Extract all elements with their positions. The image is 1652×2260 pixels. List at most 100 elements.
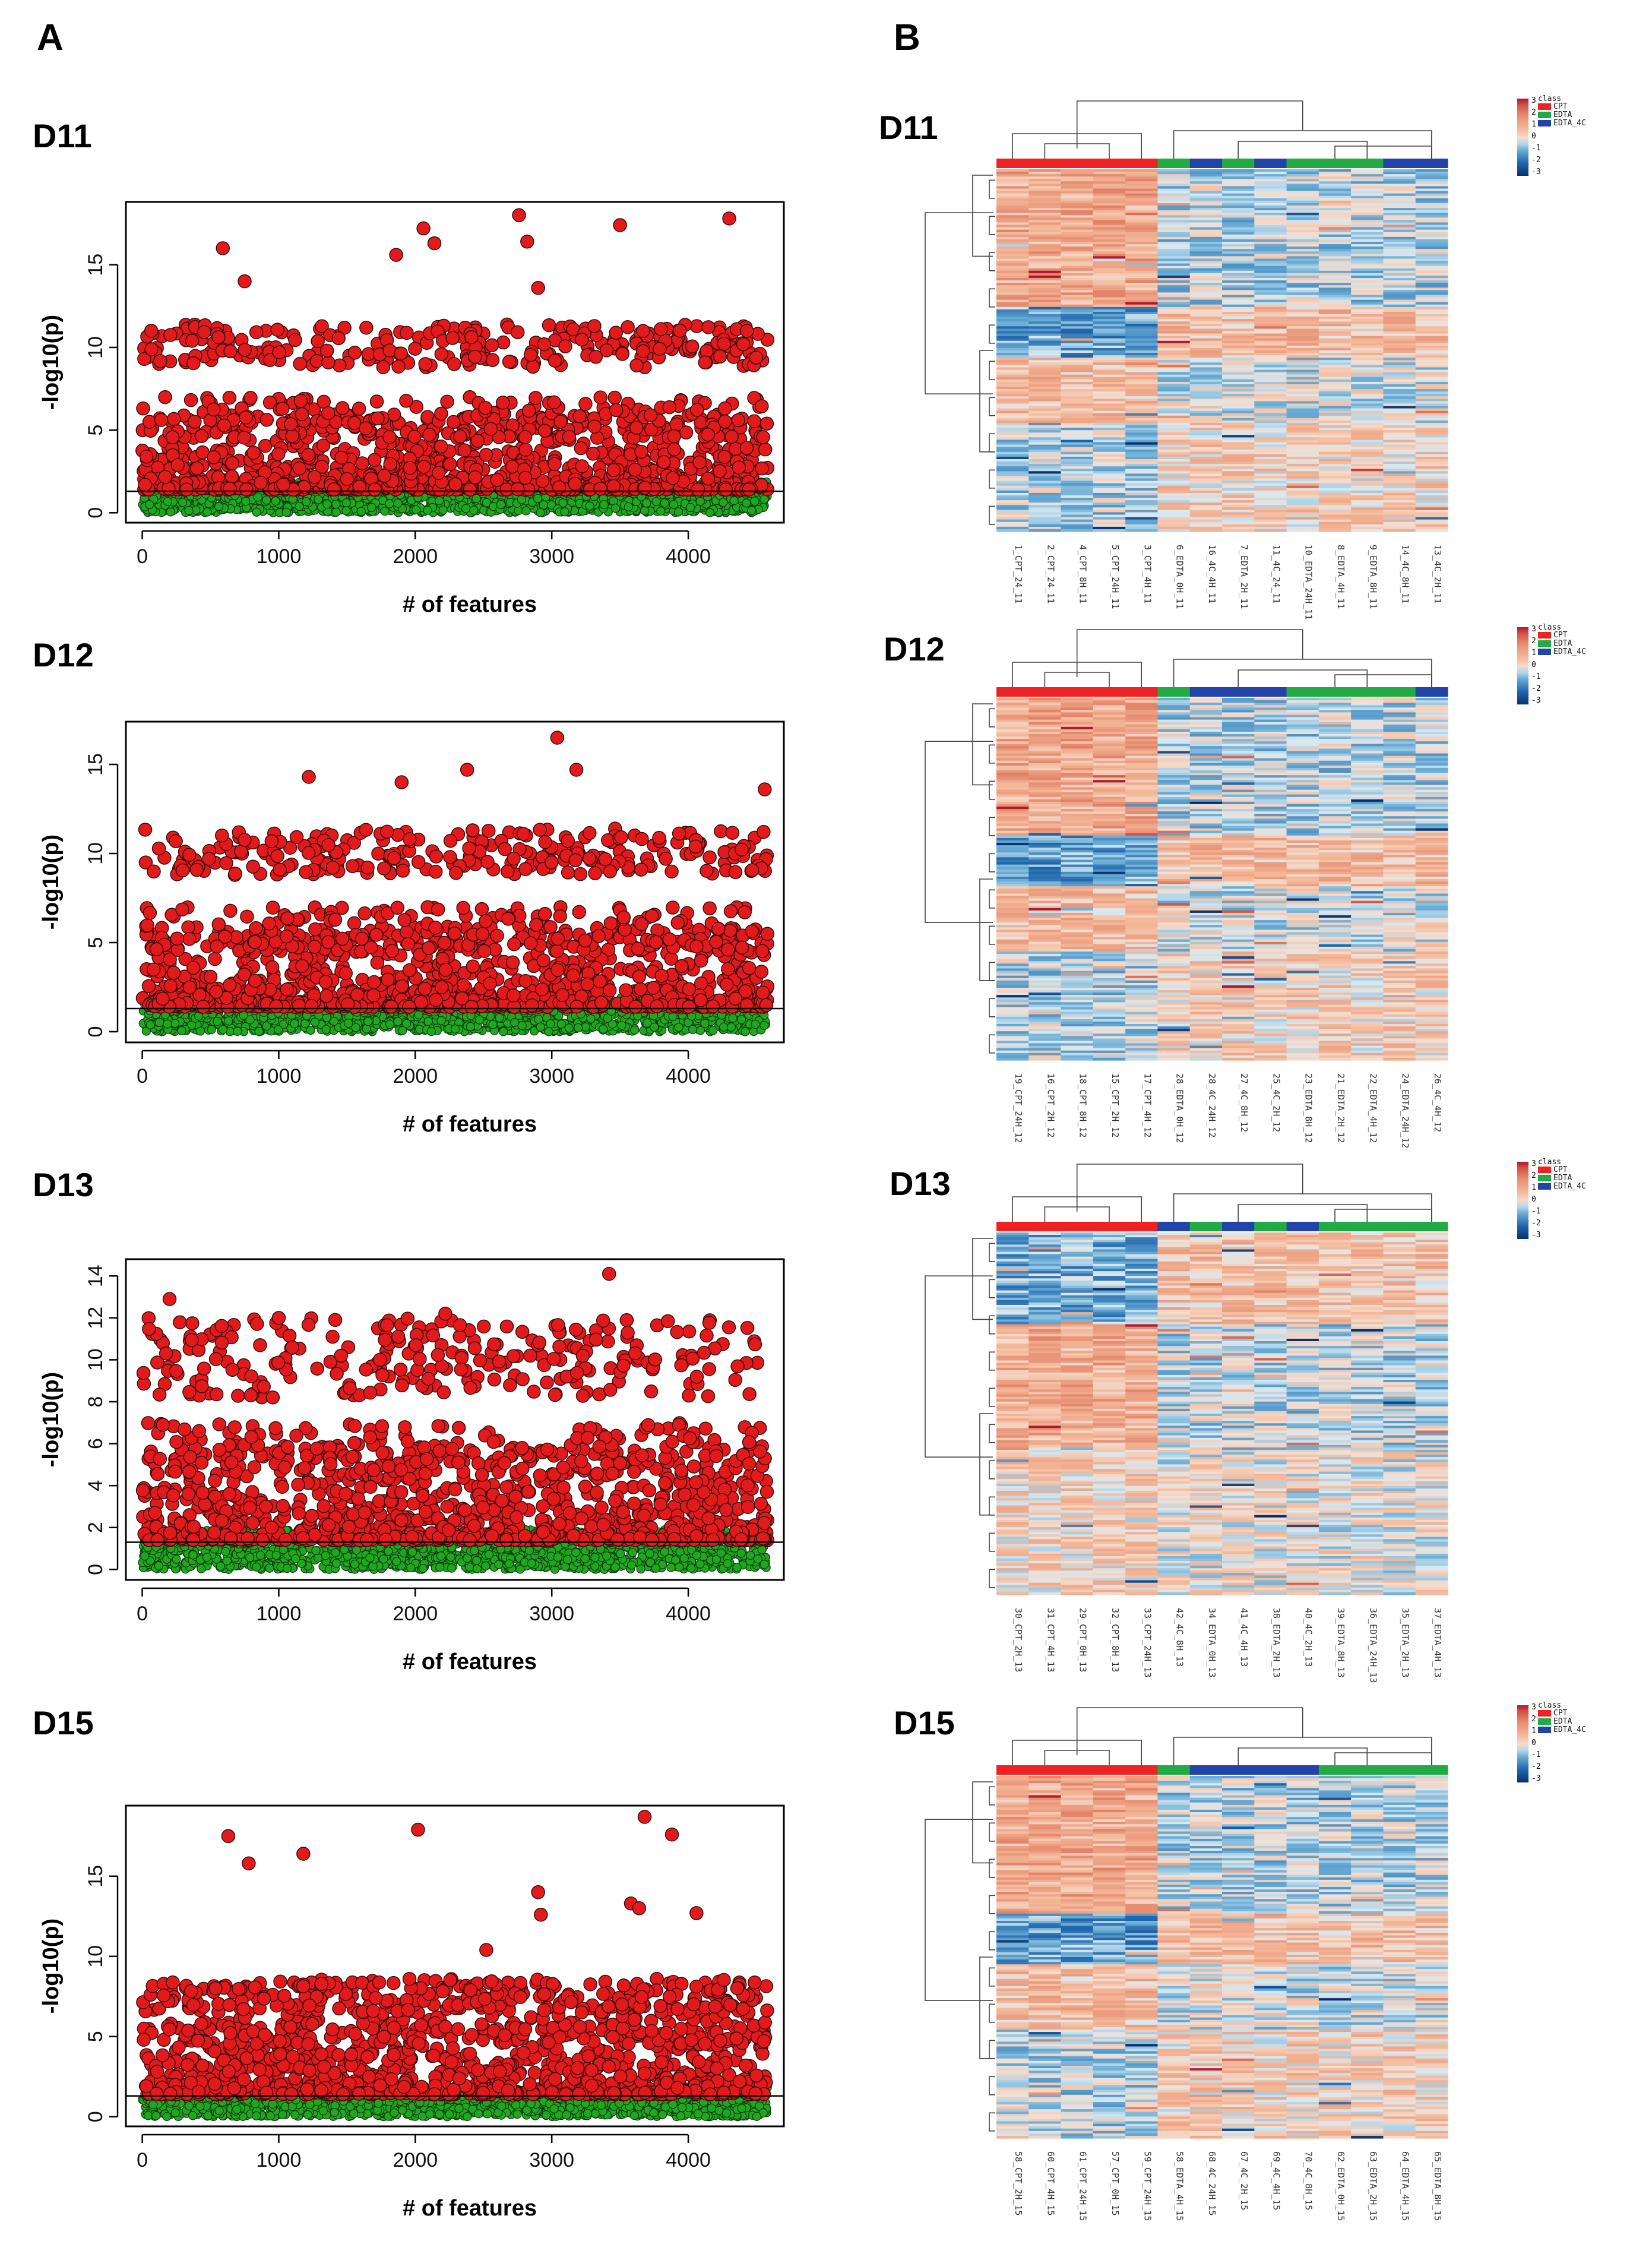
point-nonsignificant: [495, 1013, 504, 1023]
heatmap-label-d11: D11: [879, 108, 938, 147]
point-significant: [383, 457, 397, 472]
point-significant: [207, 450, 221, 464]
point-significant: [293, 394, 308, 408]
point-significant-peak: [238, 274, 252, 289]
point-nonsignificant: [474, 1015, 484, 1025]
point-nonsignificant: [688, 1025, 698, 1034]
point-nonsignificant: [643, 1018, 652, 1028]
point-nonsignificant: [673, 507, 683, 517]
point-nonsignificant: [438, 505, 448, 515]
point-nonsignificant: [640, 506, 650, 516]
point-significant: [685, 339, 700, 354]
point-nonsignificant: [362, 1024, 371, 1033]
point-nonsignificant: [759, 494, 769, 504]
point-nonsignificant: [331, 507, 341, 517]
point-significant: [701, 320, 716, 334]
point-nonsignificant: [274, 1025, 283, 1035]
point-nonsignificant: [262, 1021, 271, 1031]
point-significant-peak: [613, 218, 627, 232]
point-significant: [662, 400, 677, 415]
point-significant: [440, 394, 454, 409]
point-significant-peak: [427, 236, 442, 251]
point-nonsignificant: [751, 1019, 760, 1029]
heatmap-label-d15: D15: [894, 1703, 955, 1742]
point-nonsignificant: [163, 1019, 172, 1029]
point-significant: [315, 319, 329, 333]
point-nonsignificant: [719, 1022, 729, 1032]
point-significant: [587, 319, 602, 333]
point-significant: [575, 332, 589, 347]
point-nonsignificant: [213, 1017, 222, 1026]
y-tick-label: 5: [84, 425, 107, 436]
scatter-points: [135, 731, 775, 1036]
point-significant: [186, 356, 201, 371]
point-significant: [448, 477, 463, 491]
point-significant: [137, 352, 151, 366]
point-significant: [634, 444, 648, 459]
point-significant: [293, 356, 307, 371]
point-significant: [246, 445, 261, 460]
point-nonsignificant: [750, 497, 759, 506]
point-significant: [653, 342, 667, 356]
point-nonsignificant: [533, 494, 543, 503]
point-significant: [568, 476, 583, 491]
point-significant: [347, 346, 362, 360]
y-tick-label: 0: [84, 507, 107, 519]
point-nonsignificant: [306, 1025, 315, 1035]
point-significant: [340, 472, 354, 486]
point-nonsignificant: [402, 1019, 412, 1028]
point-significant: [731, 413, 745, 428]
point-significant: [718, 414, 732, 429]
point-significant: [636, 344, 650, 358]
point-significant: [301, 448, 315, 462]
point-nonsignificant: [436, 1016, 446, 1025]
point-significant: [400, 325, 414, 340]
point-significant: [537, 423, 552, 438]
point-significant: [243, 391, 258, 405]
point-significant: [759, 416, 774, 431]
point-significant: [144, 324, 159, 338]
point-nonsignificant: [254, 1026, 264, 1036]
point-significant: [700, 344, 714, 358]
point-significant: [502, 355, 517, 369]
point-nonsignificant: [423, 1017, 433, 1026]
point-significant: [690, 403, 704, 417]
point-nonsignificant: [341, 506, 351, 516]
point-nonsignificant: [163, 497, 172, 507]
point-nonsignificant: [556, 1019, 567, 1029]
point-significant: [669, 417, 683, 432]
point-significant: [254, 475, 268, 490]
point-nonsignificant: [423, 505, 432, 515]
point-significant: [331, 331, 346, 346]
point-significant: [599, 343, 614, 358]
point-significant: [183, 393, 198, 407]
point-nonsignificant: [302, 497, 311, 507]
point-significant: [190, 461, 204, 476]
point-nonsignificant: [426, 1027, 436, 1036]
point-significant: [446, 415, 461, 429]
point-significant: [736, 337, 751, 352]
point-significant: [217, 418, 232, 432]
point-nonsignificant: [700, 1019, 710, 1028]
point-significant: [194, 429, 209, 443]
point-nonsignificant: [367, 502, 376, 513]
point-nonsignificant: [295, 502, 304, 511]
point-nonsignificant: [586, 1014, 596, 1023]
point-nonsignificant: [747, 505, 757, 515]
point-significant: [259, 413, 274, 427]
point-nonsignificant: [214, 502, 224, 511]
point-nonsignificant: [719, 498, 728, 507]
point-significant: [434, 406, 448, 421]
point-significant: [335, 401, 350, 415]
point-nonsignificant: [610, 504, 621, 513]
point-significant: [142, 415, 157, 429]
y-tick-label: 15: [84, 254, 107, 276]
x-tick-label: 0: [137, 545, 148, 568]
point-significant: [355, 456, 369, 470]
point-nonsignificant: [560, 507, 569, 517]
point-nonsignificant: [281, 507, 291, 517]
panel-letter-a: A: [37, 17, 64, 59]
point-nonsignificant: [581, 1022, 590, 1032]
point-nonsignificant: [726, 1022, 736, 1032]
point-nonsignificant: [252, 507, 261, 517]
